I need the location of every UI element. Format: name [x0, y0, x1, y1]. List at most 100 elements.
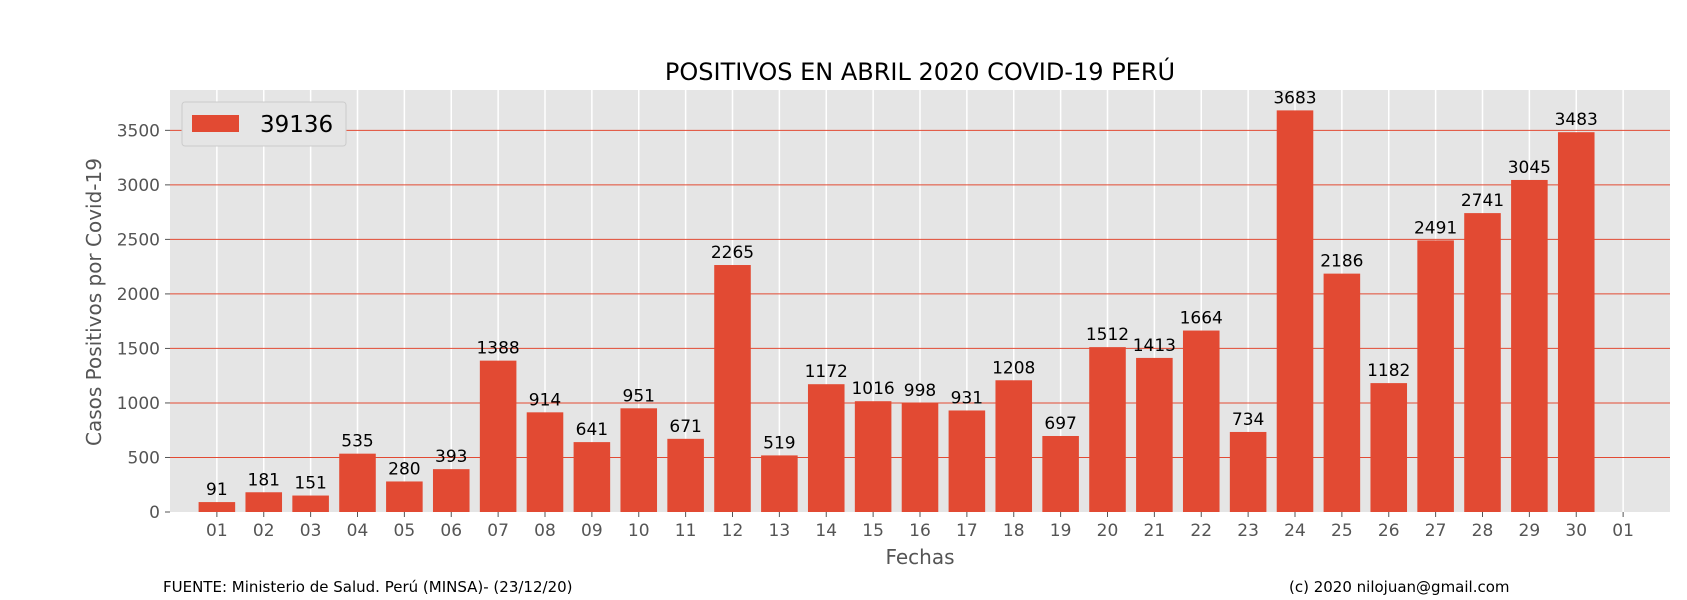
bar: [714, 265, 751, 512]
bar-value-label: 3683: [1273, 88, 1316, 108]
bar-value-label: 931: [951, 388, 983, 408]
x-tick-label: 09: [581, 521, 603, 541]
x-tick-label: 27: [1425, 521, 1447, 541]
y-tick-label: 3500: [117, 121, 160, 141]
bars: [198, 110, 1595, 513]
x-tick-label: 02: [253, 521, 275, 541]
chart-title: POSITIVOS EN ABRIL 2020 COVID-19 PERÚ: [665, 56, 1175, 86]
y-tick-label: 1000: [117, 394, 160, 414]
x-tick-label: 01: [206, 521, 228, 541]
x-tick-label: 05: [394, 521, 416, 541]
bar: [198, 502, 236, 512]
bar-value-label: 914: [529, 390, 561, 410]
bar: [1323, 273, 1361, 512]
bar: [526, 412, 564, 512]
legend: 39136: [181, 101, 347, 147]
bar: [292, 495, 329, 512]
x-axis-label: Fechas: [885, 545, 954, 569]
bar: [901, 403, 939, 512]
bar: [1464, 213, 1501, 512]
bar-value-label: 2265: [711, 243, 754, 263]
bar-value-label: 1664: [1180, 309, 1223, 329]
bar: [854, 401, 892, 512]
y-tick-label: 2500: [117, 230, 160, 250]
bar-value-label: 393: [435, 447, 467, 467]
bar-value-label: 734: [1232, 410, 1264, 430]
bar-value-label: 2741: [1461, 191, 1504, 211]
bar: [667, 438, 704, 512]
bar-value-label: 1208: [992, 358, 1035, 378]
y-tick-label: 0: [149, 503, 160, 523]
bar: [432, 469, 470, 512]
bar-value-label: 697: [1044, 414, 1076, 434]
bar-value-label: 998: [904, 381, 936, 401]
credit-note: (c) 2020 nilojuan@gmail.com: [1289, 578, 1510, 596]
x-tick-label: 15: [862, 521, 884, 541]
bar-value-label: 181: [248, 470, 280, 490]
x-tick-label: 24: [1284, 521, 1306, 541]
x-tick-label: 19: [1050, 521, 1072, 541]
bar: [1511, 179, 1548, 512]
x-tick-label: 18: [1003, 521, 1025, 541]
bar: [1557, 132, 1595, 512]
bar-value-label: 1413: [1133, 336, 1176, 356]
bar: [1370, 383, 1408, 512]
x-tick-label: 10: [628, 521, 650, 541]
bar-value-label: 951: [623, 386, 655, 406]
x-tick-label: 23: [1237, 521, 1259, 541]
x-tick-label: 11: [675, 521, 697, 541]
legend-box: [181, 101, 347, 147]
bar-value-label: 1182: [1367, 361, 1410, 381]
bar-value-label: 151: [294, 474, 326, 494]
x-tick-label: 01: [1612, 521, 1634, 541]
x-tick-label: 26: [1378, 521, 1400, 541]
x-tick-label: 03: [300, 521, 322, 541]
bar: [573, 442, 611, 512]
x-tick-label: 16: [909, 521, 931, 541]
bar-value-label: 1172: [805, 362, 848, 382]
bar-value-label: 280: [388, 459, 420, 479]
y-tick-label: 2000: [117, 285, 160, 305]
bar: [1136, 357, 1173, 512]
source-note: FUENTE: Ministerio de Salud. Perú (MINSA…: [163, 578, 573, 596]
bar-value-label: 3045: [1508, 158, 1551, 178]
bar-value-label: 519: [763, 433, 795, 453]
x-tick-label: 12: [722, 521, 744, 541]
x-axis-ticks: 01 02 03 04 05 06 07 08 09 10 11 12 13 14 15 16 17 18 19 20…: [206, 512, 1634, 541]
bar-value-label: 3483: [1555, 110, 1598, 130]
bar-value-label: 641: [576, 420, 608, 440]
x-tick-label: 08: [534, 521, 556, 541]
x-tick-label: 17: [956, 521, 978, 541]
x-tick-label: 20: [1097, 521, 1119, 541]
bar-value-label: 535: [341, 432, 373, 452]
bar: [761, 455, 798, 512]
bar: [1182, 330, 1220, 512]
bar: [995, 380, 1033, 512]
y-axis-label: Casos Positivos por Covid-19: [82, 158, 106, 446]
x-tick-label: 22: [1190, 521, 1212, 541]
bar: [1229, 431, 1267, 512]
bar: [1042, 435, 1079, 512]
bar: [386, 481, 423, 512]
x-tick-label: 14: [815, 521, 837, 541]
x-tick-label: 07: [487, 521, 509, 541]
bar-value-label: 2186: [1320, 252, 1363, 272]
y-tick-label: 1500: [117, 339, 160, 359]
bar: [807, 384, 845, 512]
y-axis-ticks: 0 500 1000 1500 2000 2500 3000 3500: [117, 121, 170, 523]
x-tick-label: 28: [1472, 521, 1494, 541]
bar-value-label: 671: [669, 417, 701, 437]
bar-value-label: 2491: [1414, 218, 1457, 238]
legend-swatch: [192, 115, 239, 132]
x-tick-label: 13: [769, 521, 791, 541]
x-tick-label: 04: [347, 521, 369, 541]
x-tick-label: 29: [1519, 521, 1541, 541]
bar: [1417, 240, 1454, 512]
legend-entry-label: 39136: [260, 112, 333, 138]
x-tick-label: 21: [1144, 521, 1166, 541]
bar-value-label: 1512: [1086, 325, 1129, 345]
bar: [245, 492, 283, 512]
x-tick-label: 25: [1331, 521, 1353, 541]
bar: [620, 408, 658, 512]
bar: [479, 360, 517, 512]
